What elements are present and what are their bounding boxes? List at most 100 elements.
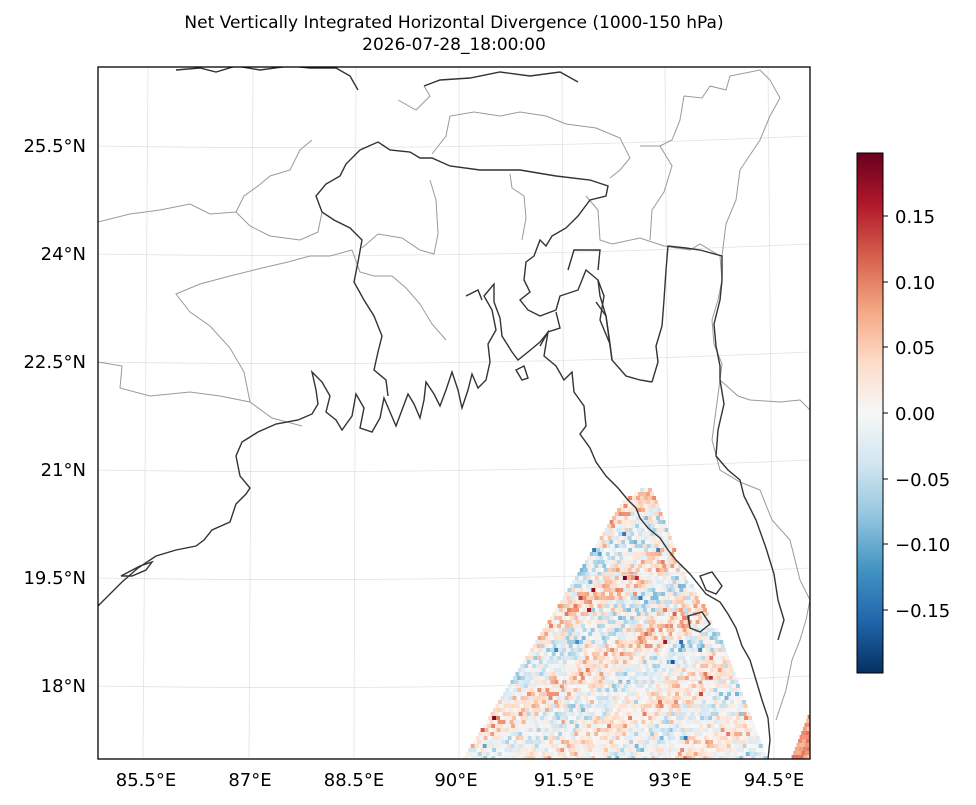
- field-cell: [658, 544, 663, 548]
- field-cell: [522, 700, 526, 704]
- field-cell: [656, 580, 661, 584]
- field-cell: [616, 548, 621, 552]
- field-cell: [531, 736, 536, 740]
- field-cell: [592, 560, 597, 564]
- field-cell: [599, 608, 603, 612]
- field-cell: [612, 644, 617, 648]
- field-cell: [644, 548, 649, 552]
- field-cell: [687, 672, 692, 676]
- field-cell: [616, 516, 621, 520]
- field-cell: [691, 608, 695, 612]
- field-cell: [582, 744, 587, 748]
- field-cell: [671, 652, 676, 656]
- field-cell: [675, 672, 680, 676]
- field-cell: [547, 724, 552, 728]
- field-cell: [520, 676, 525, 680]
- field-cell: [602, 564, 607, 568]
- field-cell: [679, 692, 683, 696]
- field-cell: [623, 536, 628, 540]
- field-cell: [548, 664, 553, 668]
- field-cell: [638, 660, 643, 664]
- field-cell: [665, 584, 670, 588]
- field-cell: [657, 708, 661, 712]
- field-cell: [567, 736, 572, 740]
- field-cell: [671, 620, 676, 624]
- field-cell: [706, 700, 710, 704]
- field-cell: [611, 692, 615, 696]
- field-cell: [660, 664, 665, 668]
- field-cell: [702, 616, 707, 620]
- field-cell: [621, 636, 626, 640]
- field-cell: [709, 708, 713, 712]
- field-cell: [594, 712, 599, 716]
- field-cell: [575, 640, 580, 644]
- field-cell: [631, 588, 636, 592]
- field-cell: [546, 732, 551, 736]
- field-cell: [576, 632, 581, 636]
- field-cell: [683, 692, 687, 696]
- field-cell: [516, 696, 521, 700]
- field-cell: [684, 600, 688, 604]
- field-cell: [726, 660, 731, 664]
- field-cell: [608, 644, 613, 648]
- field-cell: [525, 656, 530, 660]
- field-cell: [664, 612, 669, 616]
- field-cell: [648, 548, 653, 552]
- field-cell: [691, 704, 696, 708]
- field-cell: [615, 692, 619, 696]
- field-cell: [570, 648, 575, 652]
- field-cell: [610, 532, 615, 536]
- field-cell: [592, 632, 597, 636]
- field-cell: [653, 592, 657, 596]
- field-cell: [700, 716, 705, 720]
- field-cell: [673, 752, 678, 756]
- field-cell: [710, 628, 715, 632]
- field-cell: [501, 740, 506, 744]
- field-cell: [538, 680, 543, 684]
- field-cell: [661, 592, 665, 596]
- field-cell: [613, 656, 618, 660]
- field-cell: [714, 732, 719, 736]
- field-cell: [642, 512, 647, 516]
- field-cell: [467, 756, 472, 759]
- field-cell: [725, 688, 730, 692]
- field-cell: [575, 756, 580, 759]
- field-cell: [671, 692, 675, 696]
- field-cell: [675, 692, 679, 696]
- field-cell: [631, 524, 636, 528]
- field-cell: [581, 668, 586, 672]
- field-cell: [664, 676, 669, 680]
- field-cell: [671, 672, 676, 676]
- field-cell: [623, 588, 628, 592]
- field-cell: [692, 600, 696, 604]
- field-cell: [633, 540, 638, 544]
- field-cell: [494, 732, 499, 736]
- field-cell: [716, 728, 721, 732]
- field-cell: [615, 684, 620, 688]
- field-cell: [572, 644, 577, 648]
- field-cell: [600, 716, 605, 720]
- field-cell: [717, 720, 722, 724]
- field-cell: [710, 732, 715, 736]
- field-cell: [679, 704, 684, 708]
- field-cell: [751, 756, 756, 759]
- field-cell: [634, 532, 639, 536]
- field-cell: [507, 736, 512, 740]
- field-cell: [582, 628, 587, 632]
- field-cell: [713, 656, 718, 660]
- field-cell: [702, 732, 707, 736]
- field-cell: [654, 500, 658, 504]
- field-cell: [718, 744, 723, 748]
- field-cell: [732, 728, 737, 732]
- field-cell: [613, 752, 618, 756]
- field-cell: [573, 740, 578, 744]
- field-cell: [511, 692, 515, 696]
- field-cell: [489, 740, 494, 744]
- field-cell: [507, 724, 512, 728]
- field-cell: [705, 708, 709, 712]
- field-cell: [608, 748, 613, 752]
- field-cell: [611, 588, 616, 592]
- field-cell: [679, 620, 684, 624]
- field-cell: [712, 664, 717, 668]
- field-cell: [637, 584, 642, 588]
